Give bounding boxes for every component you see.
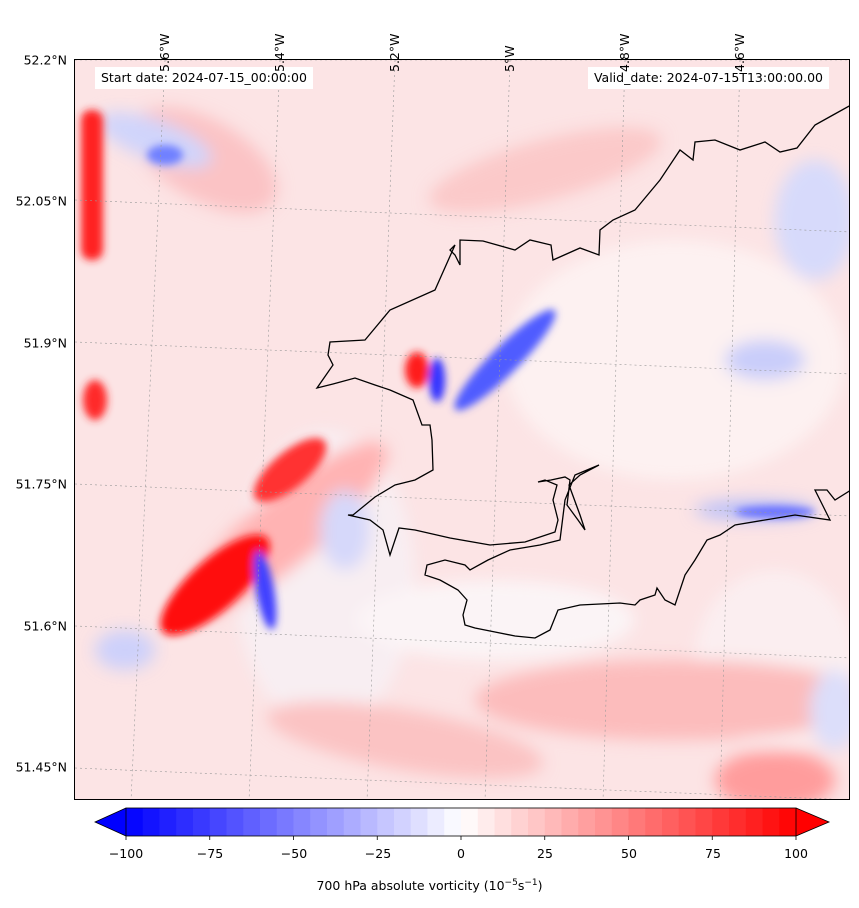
colorbar-label: 700 hPa absolute vorticity (10−5s−1) xyxy=(316,878,543,894)
valid-date-label: Valid_date: 2024-07-15T13:00:00.00 xyxy=(587,67,829,89)
colorbar-cell xyxy=(678,808,696,836)
colorbar-min-extension xyxy=(95,808,126,836)
colorbar-cell xyxy=(226,808,244,836)
colorbar-cell xyxy=(243,808,261,836)
cb-tick-label: 25 xyxy=(537,846,553,861)
colorbar-cell xyxy=(126,808,144,836)
colorbar-cell xyxy=(762,808,780,836)
colorbar-cell xyxy=(611,808,629,836)
colorbar-cell xyxy=(394,808,412,836)
colorbar-cell xyxy=(377,808,395,836)
colorbar-cell xyxy=(310,808,328,836)
cb-tick-label: −75 xyxy=(196,846,224,861)
lat-label-51-75: 51.75°N xyxy=(15,476,67,492)
lat-label-51-45: 51.45°N xyxy=(15,759,67,775)
colorbar-cell xyxy=(511,808,529,836)
colorbar-cell xyxy=(159,808,177,836)
cb-tick-label: −100 xyxy=(108,846,144,861)
coastline xyxy=(315,105,849,639)
cb-tick-label: 0 xyxy=(457,846,465,861)
colorbar-cell xyxy=(360,808,378,836)
lon-label-4-8w: 4.8°W xyxy=(617,33,632,73)
colorbar-cell xyxy=(628,808,646,836)
lon-label-4-6w: 4.6°W xyxy=(732,33,747,73)
graticule xyxy=(75,60,849,799)
colorbar-cell xyxy=(293,808,311,836)
lon-label-5-6w: 5.6°W xyxy=(157,33,172,73)
colorbar-cell xyxy=(176,808,194,836)
colorbar-cell xyxy=(595,808,613,836)
lat-label-52-2: 52.2°N xyxy=(23,52,67,68)
colorbar-arrow-outlines xyxy=(94,807,831,837)
cb-tick-label: 100 xyxy=(784,846,808,861)
colorbar xyxy=(94,807,831,840)
colorbar-cell xyxy=(712,808,730,836)
colorbar-cell xyxy=(528,808,546,836)
colorbar-cell xyxy=(260,808,278,836)
lon-label-5w: 5°W xyxy=(502,45,517,72)
colorbar-cell xyxy=(578,808,596,836)
lon-label-5-2w: 5.2°W xyxy=(387,33,402,73)
colorbar-cells xyxy=(126,808,797,836)
start-date-label: Start date: 2024-07-15_00:00:00 xyxy=(95,67,313,89)
colorbar-cell xyxy=(461,808,479,836)
colorbar-cell xyxy=(327,808,345,836)
colorbar-cell xyxy=(561,808,579,836)
lon-label-5-4w: 5.4°W xyxy=(272,33,287,73)
cb-tick-label: −50 xyxy=(280,846,308,861)
colorbar-cell xyxy=(729,808,747,836)
colorbar-cell xyxy=(779,808,797,836)
colorbar-cell xyxy=(695,808,713,836)
colorbar-cell xyxy=(745,808,763,836)
cb-tick-label: 50 xyxy=(621,846,637,861)
colorbar-cell xyxy=(142,808,160,836)
cb-tick-label: −25 xyxy=(364,846,392,861)
colorbar-cell xyxy=(444,808,462,836)
colorbar-cell xyxy=(193,808,211,836)
map-panel[interactable]: Start date: 2024-07-15_00:00:00 Valid_da… xyxy=(74,59,850,800)
colorbar-tick-marks xyxy=(125,836,797,840)
colorbar-cell xyxy=(276,808,294,836)
colorbar-cell xyxy=(427,808,445,836)
vorticity-features xyxy=(81,110,815,636)
colorbar-cell xyxy=(343,808,361,836)
lat-label-51-9: 51.9°N xyxy=(23,335,67,351)
colorbar-max-extension xyxy=(796,808,829,836)
lat-label-52-05: 52.05°N xyxy=(15,193,67,209)
colorbar-cell xyxy=(544,808,562,836)
colorbar-cell xyxy=(645,808,663,836)
cb-tick-label: 75 xyxy=(705,846,721,861)
colorbar-cell xyxy=(209,808,227,836)
colorbar-cell xyxy=(662,808,680,836)
vorticity-field xyxy=(75,60,849,799)
colorbar-cell xyxy=(410,808,428,836)
lat-label-51-6: 51.6°N xyxy=(23,618,67,634)
colorbar-cell xyxy=(477,808,495,836)
colorbar-cell xyxy=(494,808,512,836)
